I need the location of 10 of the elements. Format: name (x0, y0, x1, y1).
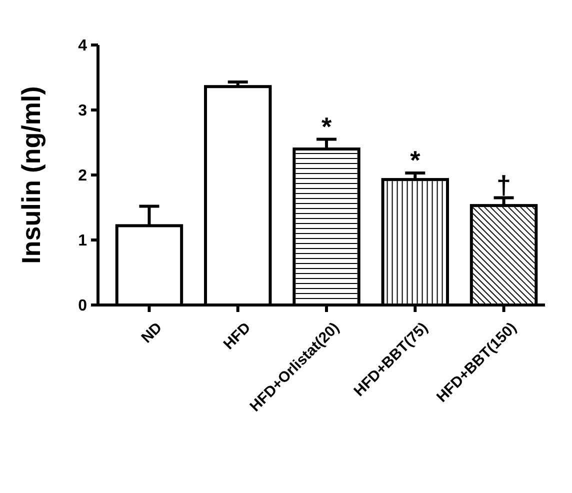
annotation: * (321, 111, 332, 142)
y-tick-label: 1 (78, 232, 88, 250)
y-tick-label: 0 (78, 298, 88, 315)
x-tick-label: ND (138, 319, 166, 347)
y-axis-title: Insulin (ng/ml) (16, 86, 46, 264)
annotation: † (496, 170, 512, 200)
y-tick-label: 2 (78, 168, 88, 185)
y-tick-label: 4 (78, 38, 88, 55)
y-tick-label: 3 (78, 102, 88, 120)
annotation: * (410, 145, 422, 176)
